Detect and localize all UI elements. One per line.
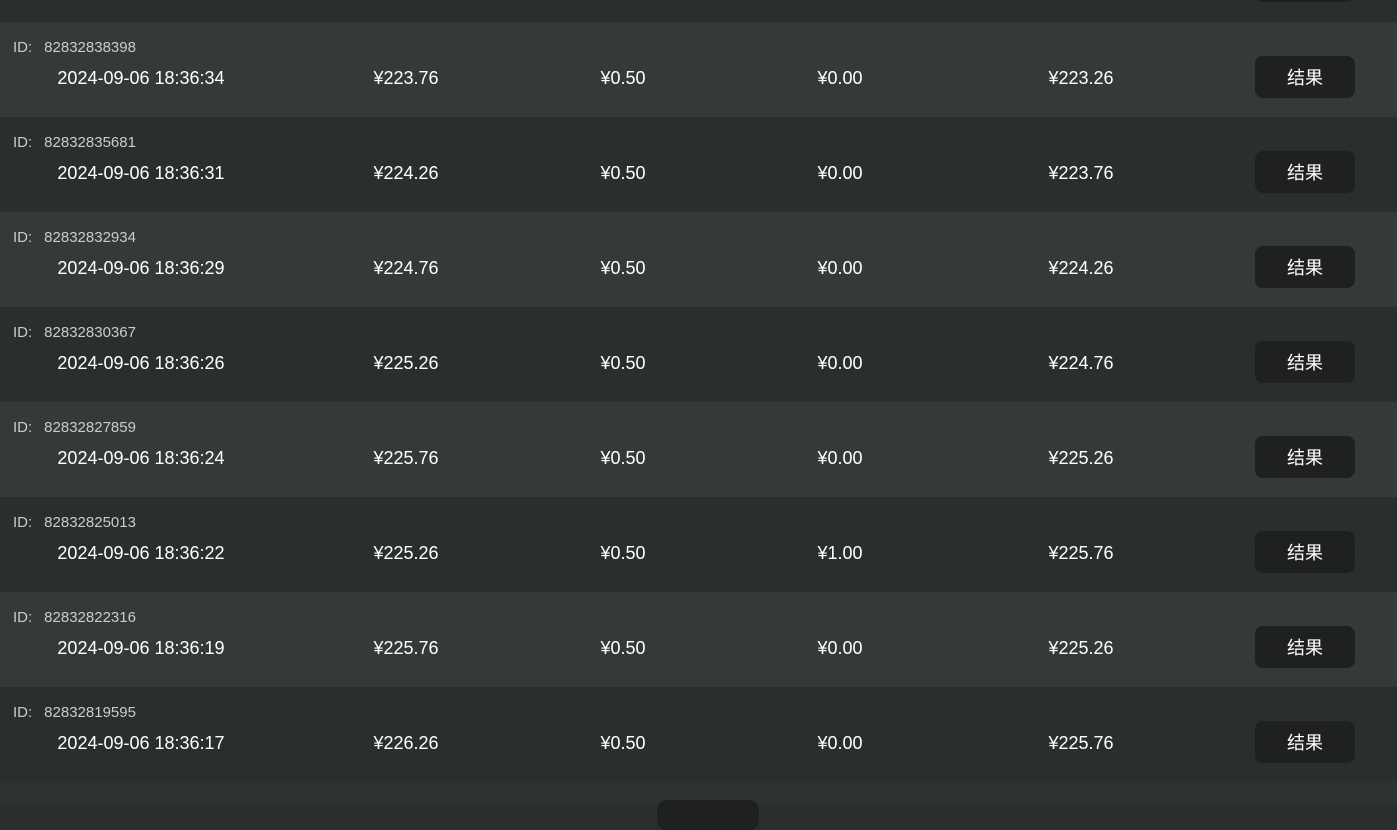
table-row: ID: 82832819595 2024-09-06 18:36:17 ¥226.26…: [0, 687, 1397, 782]
record-time: 2024-09-06 18:36:34: [57, 68, 225, 88]
amount-before: ¥226.26: [373, 733, 439, 753]
amount-after: ¥223.26: [1048, 68, 1114, 88]
result-button[interactable]: 结果: [1255, 626, 1355, 668]
record-time: 2024-09-06 18:36:24: [57, 448, 225, 468]
amount-cost: ¥0.50: [600, 258, 646, 278]
amount-win: ¥1.00: [817, 543, 863, 563]
record-time: 2024-09-06 18:36:26: [57, 353, 225, 373]
amount-after: ¥225.76: [1048, 733, 1114, 753]
record-id: ID: 82832819595: [13, 704, 136, 721]
result-button[interactable]: 结果: [1255, 531, 1355, 573]
id-label: ID:: [13, 134, 33, 151]
id-label: ID:: [13, 39, 33, 56]
record-id: ID: 82832822316: [13, 609, 136, 626]
result-button[interactable]: 结果: [1255, 151, 1355, 193]
record-id: ID: 82832835681: [13, 134, 136, 151]
amount-cost: ¥0.50: [600, 543, 646, 563]
amount-cost: ¥0.50: [600, 448, 646, 468]
amount-win: ¥0.00: [817, 163, 863, 183]
amount-after: ¥225.76: [1048, 543, 1114, 563]
amount-win: ¥0.00: [817, 733, 863, 753]
record-time: 2024-09-06 18:36:29: [57, 258, 225, 278]
id-label: ID:: [13, 514, 33, 531]
list-footer: [0, 782, 1397, 830]
id-value: 82832822316: [44, 609, 136, 626]
amount-after: ¥224.76: [1048, 353, 1114, 373]
result-button[interactable]: 结果: [1255, 341, 1355, 383]
record-time: 2024-09-06 18:36:31: [57, 163, 225, 183]
id-label: ID:: [13, 704, 33, 721]
table-row: ID: 82832832934 2024-09-06 18:36:29 ¥224.76…: [0, 212, 1397, 307]
id-value: 82832835681: [44, 134, 136, 151]
id-value: 82832827859: [44, 419, 136, 436]
id-label: ID:: [13, 324, 33, 341]
table-row: ID: 82832822316 2024-09-06 18:36:19 ¥225.76…: [0, 592, 1397, 687]
table-row: ID: 82832825013 2024-09-06 18:36:22 ¥225.26…: [0, 497, 1397, 592]
amount-before: ¥225.76: [373, 638, 439, 658]
id-value: 82832825013: [44, 514, 136, 531]
id-value: 82832819595: [44, 704, 136, 721]
amount-cost: ¥0.50: [600, 353, 646, 373]
record-time: 2024-09-06 18:36:22: [57, 543, 225, 563]
amount-after: ¥223.76: [1048, 163, 1114, 183]
record-time: 2024-09-06 18:36:17: [57, 733, 225, 753]
previous-row-edge: [0, 0, 1397, 22]
amount-cost: ¥0.50: [600, 68, 646, 88]
amount-after: ¥225.26: [1048, 448, 1114, 468]
id-value: 82832830367: [44, 324, 136, 341]
id-label: ID:: [13, 229, 33, 246]
record-id: ID: 82832830367: [13, 324, 136, 341]
amount-win: ¥0.00: [817, 258, 863, 278]
amount-after: ¥225.26: [1048, 638, 1114, 658]
amount-cost: ¥0.50: [600, 163, 646, 183]
record-id: ID: 82832838398: [13, 39, 136, 56]
result-button[interactable]: 结果: [1255, 721, 1355, 763]
amount-before: ¥224.26: [373, 163, 439, 183]
amount-before: ¥223.76: [373, 68, 439, 88]
id-value: 82832832934: [44, 229, 136, 246]
result-button[interactable]: 结果: [1255, 436, 1355, 478]
amount-before: ¥225.76: [373, 448, 439, 468]
amount-cost: ¥0.50: [600, 733, 646, 753]
amount-before: ¥224.76: [373, 258, 439, 278]
table-row: ID: 82832830367 2024-09-06 18:36:26 ¥225.26…: [0, 307, 1397, 402]
amount-cost: ¥0.50: [600, 638, 646, 658]
amount-win: ¥0.00: [817, 448, 863, 468]
amount-win: ¥0.00: [817, 353, 863, 373]
record-id: ID: 82832832934: [13, 229, 136, 246]
id-label: ID:: [13, 609, 33, 626]
amount-before: ¥225.26: [373, 353, 439, 373]
id-value: 82832838398: [44, 39, 136, 56]
amount-win: ¥0.00: [817, 638, 863, 658]
table-row: ID: 82832835681 2024-09-06 18:36:31 ¥224.26…: [0, 117, 1397, 212]
record-time: 2024-09-06 18:36:19: [57, 638, 225, 658]
amount-after: ¥224.26: [1048, 258, 1114, 278]
record-id: ID: 82832827859: [13, 419, 136, 436]
amount-before: ¥225.26: [373, 543, 439, 563]
id-label: ID:: [13, 419, 33, 436]
previous-result-button[interactable]: [1255, 0, 1355, 2]
result-button[interactable]: 结果: [1255, 56, 1355, 98]
amount-win: ¥0.00: [817, 68, 863, 88]
result-button[interactable]: 结果: [1255, 246, 1355, 288]
table-row: ID: 82832827859 2024-09-06 18:36:24 ¥225.76…: [0, 402, 1397, 497]
table-row: ID: 82832838398 2024-09-06 18:36:34 ¥223.76…: [0, 22, 1397, 117]
record-id: ID: 82832825013: [13, 514, 136, 531]
load-more-button[interactable]: [657, 800, 759, 830]
